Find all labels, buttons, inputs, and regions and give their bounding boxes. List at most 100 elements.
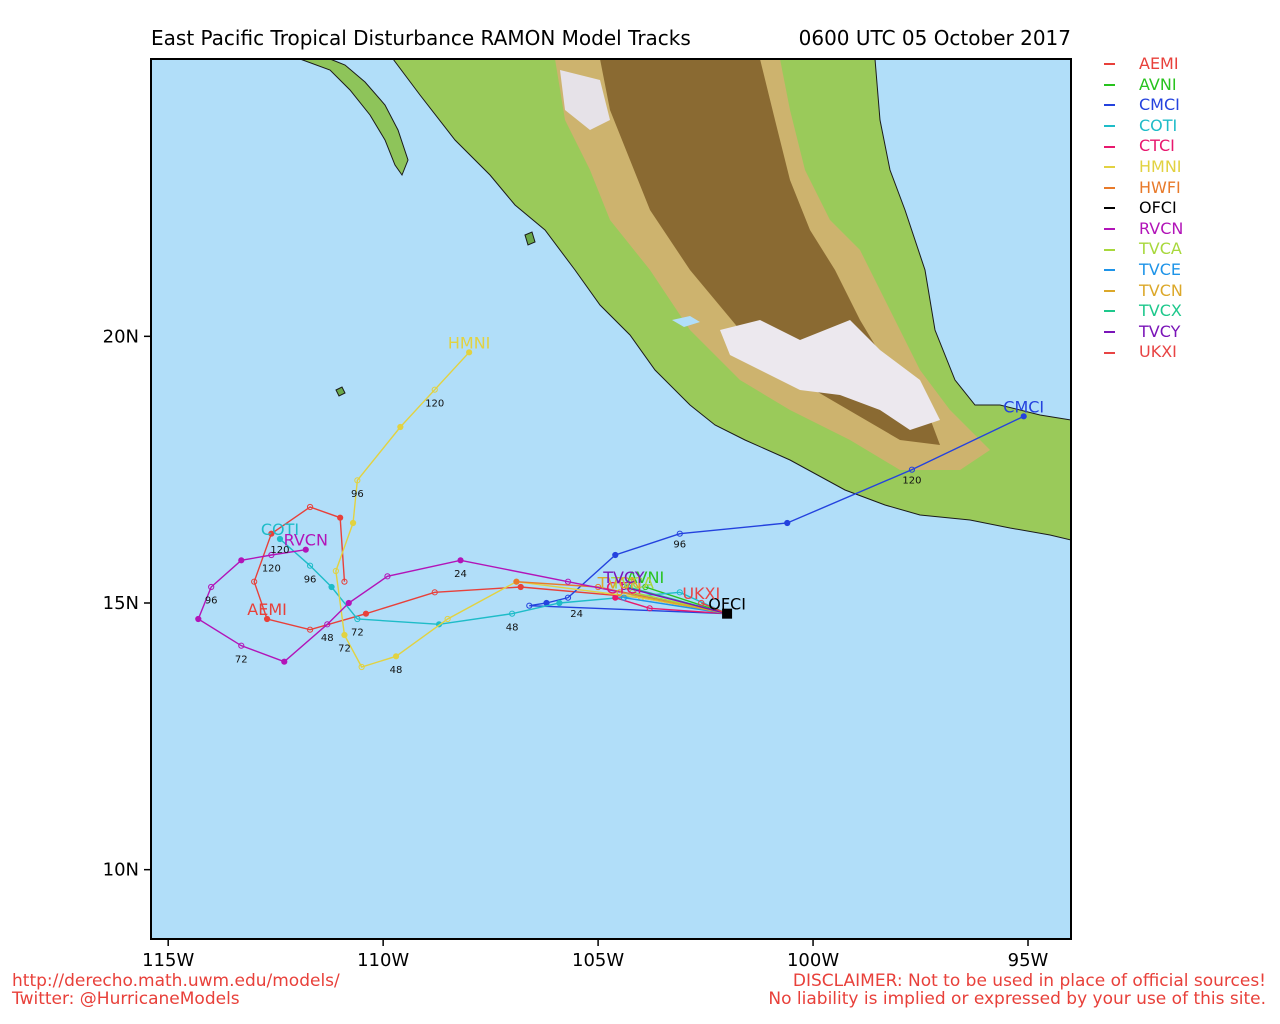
forecast-hour-label: 96 — [351, 489, 364, 500]
forecast-hour-label: 24 — [454, 569, 467, 580]
track-label-hmni: HMNI — [448, 333, 491, 352]
track-point-rvcn — [457, 557, 464, 564]
track-point-rvcn — [195, 615, 202, 623]
track-point-hmni — [341, 631, 348, 639]
legend-label: TVCX — [1139, 301, 1182, 321]
track-point-rvcn — [324, 621, 331, 628]
forecast-hour-label: 96 — [205, 596, 218, 607]
lake-chapala — [672, 316, 700, 327]
track-point-aemi — [337, 514, 344, 521]
track-point-coti — [354, 615, 361, 623]
track-point-hmni — [444, 615, 451, 623]
track-label-aemi: AEMI — [247, 600, 287, 619]
forecast-hour-label: 120 — [262, 564, 281, 575]
track-point-hmni — [349, 519, 357, 527]
track-label-cmci: CMCI — [1003, 397, 1044, 416]
legend-label: RVCN — [1139, 218, 1184, 238]
track-point-aemi — [306, 626, 314, 633]
forecast-hour-label: 48 — [321, 633, 334, 644]
track-aemi — [253, 506, 728, 631]
lon-tick-label: 95W — [1008, 950, 1049, 971]
track-point-ukxi — [698, 599, 705, 607]
legend-swatch — [1104, 228, 1115, 231]
legend-item-coti: COTI — [1104, 116, 1183, 137]
legend-item-tvca: TVCA — [1104, 239, 1183, 260]
track-label-tvca: TVCA — [610, 573, 654, 592]
track-point-rvcn — [238, 642, 245, 649]
track-point-hmni — [466, 349, 473, 356]
current-position-marker — [722, 608, 733, 619]
timestamp: 0600 UTC 05 October 2017 — [798, 26, 1071, 50]
track-point-rvcn — [302, 546, 309, 553]
legend-swatch — [1104, 351, 1115, 354]
legend-swatch — [1104, 186, 1115, 189]
footer-left: http://derecho.math.uwm.edu/models/ Twit… — [12, 972, 340, 1008]
site-url-link[interactable]: http://derecho.math.uwm.edu/models/ — [12, 971, 340, 991]
track-tvcn — [619, 591, 728, 615]
forecast-hour-label: 72 — [338, 644, 351, 655]
legend-item-tvcx: TVCX — [1104, 301, 1183, 322]
track-point-aemi — [268, 530, 275, 537]
legend-item-ofci: OFCI — [1104, 198, 1183, 219]
axes: 115W 110W 105W 100W 95W 20N 15N 10N — [103, 326, 1049, 971]
legend-swatch — [1104, 104, 1115, 107]
forecast-hour-label: 120 — [902, 476, 921, 487]
model-legend: AEMI AVNI CMCI COTI CTCI HMNI HWFI OFCI RVCN TVCA… — [1104, 54, 1183, 363]
lon-tick-label: 100W — [787, 950, 839, 971]
track-point-ctci — [646, 605, 653, 612]
legend-item-aemi: AEMI — [1104, 54, 1183, 75]
highland-peak — [720, 320, 940, 430]
track-label-coti: COTI — [261, 520, 299, 539]
legend-label: TVCE — [1139, 259, 1181, 279]
track-tvcy — [623, 586, 728, 615]
track-point-aemi — [263, 615, 271, 623]
track-point-cmci — [564, 594, 572, 601]
track-point-coti — [509, 610, 516, 617]
legend-label: HMNI — [1139, 156, 1182, 176]
track-point-hmni — [392, 653, 400, 660]
plot-frame — [150, 58, 1072, 940]
land-layer — [299, 59, 1071, 541]
legend-label: OFCI — [1139, 198, 1177, 218]
track-point-hmni — [397, 423, 404, 431]
lon-tick-label: 115W — [142, 950, 194, 971]
track-point-tvcn — [616, 589, 623, 596]
track-label-ctci: CTCI — [606, 579, 642, 598]
footer-right: DISCLAIMER: Not to be used in place of o… — [768, 972, 1266, 1008]
legend-swatch — [1104, 289, 1115, 292]
track-point-aemi — [431, 589, 438, 596]
legend-swatch — [1104, 125, 1115, 128]
island-socorro — [335, 386, 346, 397]
lat-tick-label: 20N — [103, 326, 139, 347]
track-point-coti — [328, 583, 335, 591]
legend-item-hwfi: HWFI — [1104, 178, 1183, 199]
track-point-cmci — [908, 466, 916, 473]
track-label-rvcn: RVCN — [284, 531, 328, 550]
forecast-hour-label: 24 — [570, 609, 583, 620]
forecast-hour-label: 96 — [304, 574, 317, 585]
track-label-tvcn: TVCN — [597, 573, 642, 592]
legend-item-rvcn: RVCN — [1104, 219, 1183, 240]
track-point-cmci — [612, 551, 619, 559]
track-point-coti — [556, 599, 563, 607]
legend-label: TVCA — [1139, 239, 1182, 259]
page-title: East Pacific Tropical Disturbance RAMON … — [151, 26, 691, 50]
forecast-hour-label: 120 — [425, 398, 444, 409]
legend-swatch — [1104, 63, 1115, 66]
track-point-coti — [276, 535, 284, 543]
legend-label: HWFI — [1139, 177, 1181, 197]
legend-swatch — [1104, 207, 1115, 210]
track-point-hmni — [358, 663, 365, 671]
legend-label: AVNI — [1139, 74, 1177, 94]
track-point-cmci — [676, 530, 683, 537]
legend-swatch — [1104, 269, 1115, 272]
track-label-ukxi: UKXI — [682, 584, 720, 603]
legend-item-tvcn: TVCN — [1104, 281, 1183, 302]
model-track-labels: AEMI AVNI 96 120 CMCI 24 48 72 96 120 COTI CTCI 48 72… — [205, 333, 1044, 676]
track-tvce — [623, 596, 728, 615]
lat-tick-label: 10N — [103, 860, 139, 881]
legend-item-tvce: TVCE — [1104, 260, 1183, 281]
lon-tick-label: 105W — [572, 950, 624, 971]
track-label-ofci: OFCI — [708, 595, 746, 614]
